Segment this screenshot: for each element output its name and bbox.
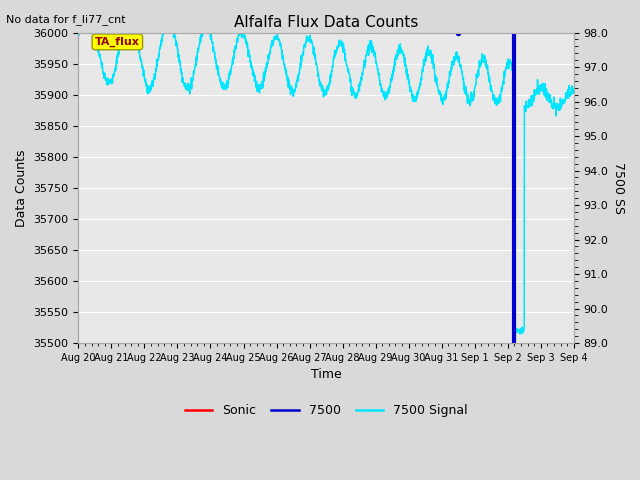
Legend: Sonic, 7500, 7500 Signal: Sonic, 7500, 7500 Signal [179,399,472,422]
Y-axis label: 7500 SS: 7500 SS [612,162,625,214]
Title: Alfalfa Flux Data Counts: Alfalfa Flux Data Counts [234,15,419,30]
Text: TA_flux: TA_flux [95,37,140,47]
X-axis label: Time: Time [310,368,342,381]
Text: No data for f_li77_cnt: No data for f_li77_cnt [6,14,126,25]
Y-axis label: Data Counts: Data Counts [15,149,28,227]
